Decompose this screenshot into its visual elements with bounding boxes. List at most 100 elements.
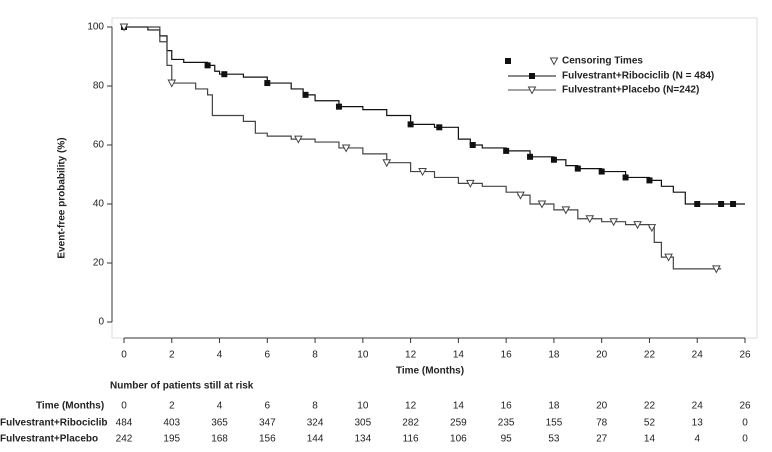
risk-table-title: Number of patients still at risk <box>110 381 254 392</box>
risk-count: 0 <box>742 418 748 429</box>
risk-time: 2 <box>169 401 175 412</box>
risk-count: 403 <box>163 418 180 429</box>
risk-count: 95 <box>501 434 513 445</box>
risk-count: 106 <box>450 434 467 445</box>
risk-count: 144 <box>307 434 324 445</box>
risk-count: 4 <box>694 434 700 445</box>
risk-count: 156 <box>259 434 276 445</box>
survival-curve <box>124 26 745 205</box>
risk-count: 282 <box>402 418 419 429</box>
censor-marker <box>646 177 653 184</box>
censor-marker <box>221 71 228 78</box>
x-axis-label: Time (Months) <box>396 366 464 377</box>
x-tick-label: 22 <box>644 350 656 361</box>
censor-marker <box>264 80 271 87</box>
censor-marker <box>167 79 177 88</box>
risk-time: 10 <box>357 401 369 412</box>
x-tick-label: 14 <box>453 350 465 361</box>
y-tick-label: 80 <box>93 81 105 92</box>
risk-time: 20 <box>596 401 608 412</box>
y-tick-label: 100 <box>87 22 104 33</box>
censor-marker <box>516 191 525 200</box>
censor-marker <box>712 265 721 274</box>
legend-label: Fulvestrant+Placebo (N=242) <box>562 85 699 96</box>
risk-count: 155 <box>546 418 563 429</box>
risk-table-header: Time (Months) <box>36 401 104 412</box>
x-tick-label: 18 <box>548 350 560 361</box>
censor-marker <box>694 201 701 207</box>
risk-count: 242 <box>116 434 133 445</box>
risk-count: 259 <box>450 418 467 429</box>
risk-count: 484 <box>116 418 133 429</box>
risk-time: 18 <box>548 401 560 412</box>
x-tick-label: 16 <box>501 350 513 361</box>
legend-marker <box>505 58 511 64</box>
censor-marker <box>718 201 725 207</box>
censor-marker <box>622 174 629 181</box>
x-tick-label: 26 <box>739 350 751 361</box>
risk-row-label: Fulvestrant+Placebo <box>0 434 98 445</box>
legend-marker <box>549 57 559 66</box>
risk-time: 22 <box>644 401 656 412</box>
x-tick-label: 4 <box>217 350 223 361</box>
x-tick-label: 0 <box>121 350 127 361</box>
censor-marker <box>585 215 595 224</box>
risk-count: 52 <box>644 418 656 429</box>
censor-marker <box>503 147 510 154</box>
censor-marker <box>341 144 351 153</box>
risk-count: 14 <box>644 434 656 445</box>
risk-count: 27 <box>596 434 608 445</box>
censor-marker <box>550 156 557 163</box>
risk-count: 305 <box>355 418 372 429</box>
x-tick-label: 6 <box>265 350 271 361</box>
risk-count: 0 <box>742 434 748 445</box>
censor-marker <box>204 62 211 69</box>
censor-marker <box>647 224 657 233</box>
censor-marker <box>294 135 303 144</box>
risk-time: 12 <box>405 401 417 412</box>
legend-marker <box>529 73 535 79</box>
risk-time: 8 <box>312 401 318 412</box>
x-tick-label: 20 <box>596 350 608 361</box>
risk-count: 134 <box>355 434 372 445</box>
x-tick-label: 12 <box>405 350 417 361</box>
risk-count: 235 <box>498 418 515 429</box>
censor-marker <box>302 91 309 98</box>
risk-time: 14 <box>453 401 465 412</box>
censor-marker <box>633 221 642 230</box>
risk-count: 78 <box>596 418 608 429</box>
legend-label: Fulvestrant+Ribociclib (N = 484) <box>562 71 714 82</box>
y-tick-label: 60 <box>93 140 105 151</box>
censor-marker <box>527 153 534 160</box>
censor-marker <box>418 168 427 177</box>
censor-marker <box>407 121 414 128</box>
legend-marker <box>527 86 537 95</box>
censor-marker <box>382 159 392 168</box>
x-tick-label: 24 <box>692 350 704 361</box>
risk-time: 16 <box>501 401 513 412</box>
risk-count: 195 <box>163 434 180 445</box>
censor-marker <box>574 165 581 172</box>
censor-marker <box>561 206 571 215</box>
risk-time: 0 <box>121 401 127 412</box>
y-axis-label: Event-free probability (%) <box>57 137 68 258</box>
censor-marker <box>537 200 547 209</box>
y-tick-label: 20 <box>93 258 105 269</box>
censor-marker <box>609 218 618 227</box>
censor-marker <box>119 23 129 32</box>
risk-time: 26 <box>739 401 751 412</box>
x-tick-label: 10 <box>357 350 369 361</box>
censor-marker <box>598 168 605 175</box>
risk-count: 365 <box>211 418 228 429</box>
legend-title: Censoring Times <box>562 56 643 67</box>
risk-time: 4 <box>217 401 223 412</box>
survival-curve <box>124 26 722 270</box>
censor-marker <box>664 253 673 262</box>
risk-count: 347 <box>259 418 276 429</box>
risk-time: 6 <box>265 401 271 412</box>
censor-marker <box>335 103 342 110</box>
x-tick-label: 8 <box>312 350 318 361</box>
censor-marker <box>436 124 443 131</box>
censor-marker <box>465 179 475 188</box>
x-tick-label: 2 <box>169 350 175 361</box>
